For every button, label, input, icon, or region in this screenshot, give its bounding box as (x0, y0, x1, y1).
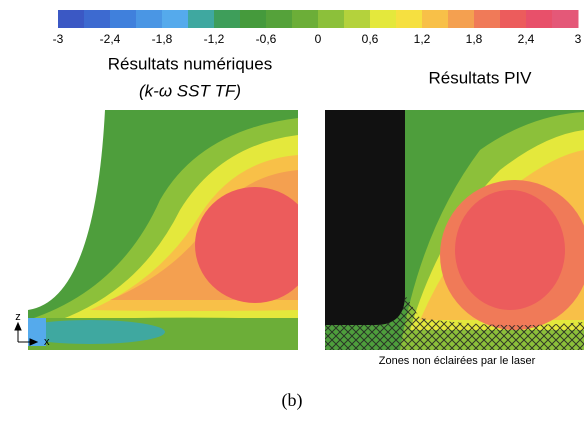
colorbar-segment (500, 10, 527, 28)
colorbar-segment (526, 10, 553, 28)
colorbar-tick-label: -1,8 (152, 32, 173, 46)
colorbar-tick-label: 1,8 (466, 32, 483, 46)
numerical-contour (28, 110, 298, 350)
colorbar-segment (318, 10, 345, 28)
colorbar-segment (344, 10, 371, 28)
colorbar-tick-label: 1,2 (414, 32, 431, 46)
colorbar-tick-label: -3 (53, 32, 64, 46)
panel-subtitle: (k-ω SST TF) (139, 81, 241, 100)
annotation-box (346, 353, 568, 369)
colorbar-tick-label: 3 (575, 32, 582, 46)
colorbar-segment (214, 10, 241, 28)
colorbar-segment (162, 10, 189, 28)
colorbar-tick-label: -1,2 (204, 32, 225, 46)
colorbar-segment (370, 10, 397, 28)
colorbar-segment (474, 10, 501, 28)
piv-contour (325, 110, 584, 350)
panel-title: Résultats PIV (429, 68, 533, 87)
colorbar-segment (552, 10, 579, 28)
colorbar-segment (292, 10, 319, 28)
colorbar-segment (448, 10, 475, 28)
caption: (b) (282, 390, 303, 411)
colorbar-segment (266, 10, 293, 28)
colorbar-segment (188, 10, 215, 28)
panel-title: Résultats numériques (108, 54, 272, 73)
colorbar-segment (58, 10, 85, 28)
colorbar-tick-label: -0,6 (256, 32, 277, 46)
colorbar-tick-label: -2,4 (100, 32, 121, 46)
annotation: Zones non éclairées par le laser (379, 355, 536, 367)
colorbar-segment (396, 10, 423, 28)
colorbar-segment (240, 10, 267, 28)
colorbar-tick-label: 2,4 (518, 32, 535, 46)
colorbar-tick-label: 0 (315, 32, 322, 46)
axis-label: z (15, 311, 21, 323)
colorbar-segment (136, 10, 163, 28)
axis-label: x (44, 336, 50, 348)
colorbar-segment (422, 10, 449, 28)
colorbar-tick-label: 0,6 (362, 32, 379, 46)
colorbar-segment (110, 10, 137, 28)
colorbar-segment (84, 10, 111, 28)
colorbar: -3 -2,4 -1,8 -1,2 -0,6 0 0,6 1,2 1,8 2,4 3 (53, 10, 582, 46)
axis-indicator (14, 321, 39, 346)
